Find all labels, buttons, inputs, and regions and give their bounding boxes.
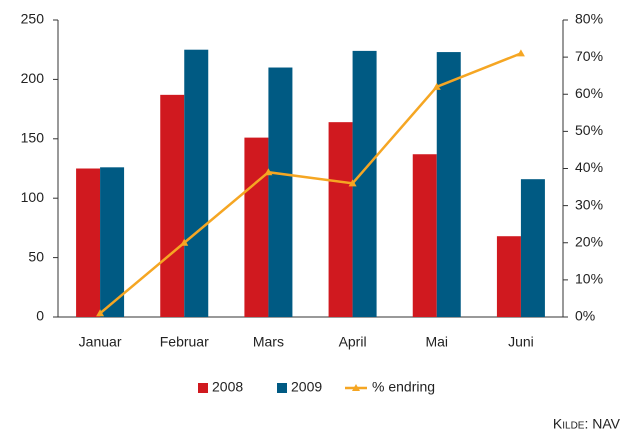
y-tick-label: 50: [28, 248, 44, 264]
legend-swatch: [352, 384, 360, 391]
y-tick-label: 250: [21, 11, 45, 27]
y2-tick-label: 80%: [575, 11, 603, 27]
marker: [432, 82, 441, 90]
y2-tick-label: 70%: [575, 48, 603, 64]
marker: [96, 309, 105, 317]
y2-tick-label: 10%: [575, 271, 603, 287]
marker: [180, 238, 189, 246]
marker: [348, 179, 357, 187]
legend-label: 2009: [291, 379, 322, 395]
x-tick-label: Februar: [160, 334, 209, 350]
bar: [184, 49, 209, 317]
legend-label: % endring: [372, 379, 435, 395]
marker: [516, 49, 525, 57]
bar: [268, 67, 293, 318]
x-tick-label: Juni: [508, 334, 534, 350]
x-tick-label: April: [339, 334, 367, 350]
y2-tick-label: 40%: [575, 159, 603, 175]
bar: [496, 236, 521, 317]
y-tick-label: 0: [36, 308, 44, 324]
bar: [100, 167, 125, 317]
bar: [244, 137, 269, 317]
y2-tick-label: 50%: [575, 122, 603, 138]
y-tick-label: 200: [21, 70, 45, 86]
bar: [520, 179, 545, 317]
bar: [352, 50, 377, 317]
bar: [328, 122, 353, 317]
y2-tick-label: 0%: [575, 308, 595, 324]
y2-tick-label: 30%: [575, 196, 603, 212]
bar: [160, 94, 185, 318]
x-tick-label: Mai: [425, 334, 448, 350]
y-tick-label: 150: [21, 130, 45, 146]
source: Kilde: NAV: [553, 416, 621, 432]
bar: [412, 154, 437, 317]
x-tick-label: Mars: [253, 334, 284, 350]
marker: [264, 168, 273, 176]
x-tick-label: Januar: [79, 334, 122, 350]
y2-tick-label: 60%: [575, 85, 603, 101]
legend-swatch: [198, 383, 208, 393]
y-tick-label: 100: [21, 189, 45, 205]
legend-label: 2008: [212, 379, 243, 395]
y2-tick-label: 20%: [575, 233, 603, 249]
line: [99, 52, 522, 315]
legend-swatch: [277, 383, 287, 393]
bar: [436, 52, 461, 318]
bar: [76, 168, 101, 317]
